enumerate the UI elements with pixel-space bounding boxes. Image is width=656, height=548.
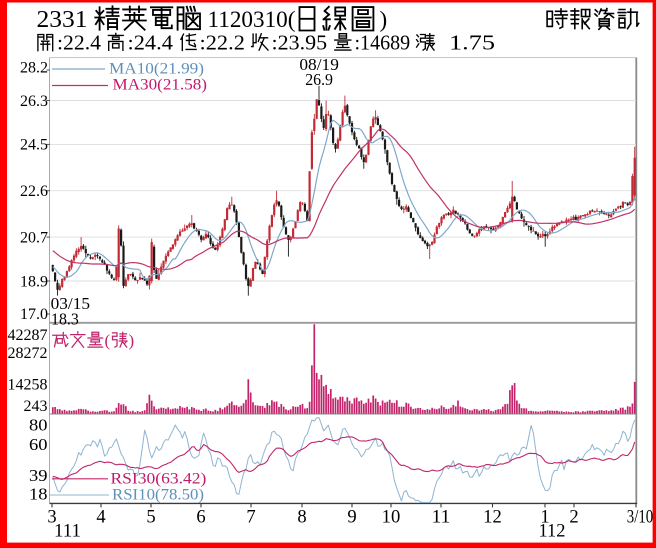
- svg-text:42287: 42287: [8, 327, 48, 344]
- svg-text:18.3: 18.3: [51, 310, 79, 329]
- svg-text:08/19: 08/19: [299, 55, 339, 74]
- svg-text::22.4: :22.4: [57, 30, 101, 54]
- svg-text:24.5: 24.5: [20, 137, 48, 154]
- svg-text::24.4: :24.4: [128, 30, 174, 54]
- svg-text:RSI30(63.42): RSI30(63.42): [111, 470, 207, 487]
- svg-text:8: 8: [297, 508, 306, 528]
- svg-text:243: 243: [24, 398, 48, 415]
- svg-text:17.0: 17.0: [20, 306, 48, 323]
- svg-text:4: 4: [96, 508, 105, 528]
- svg-text:2: 2: [569, 508, 578, 528]
- svg-text:): ): [380, 7, 388, 32]
- svg-text:3/10: 3/10: [627, 508, 654, 528]
- svg-text:11: 11: [432, 508, 451, 528]
- svg-text:2331: 2331: [37, 7, 88, 33]
- svg-text:9: 9: [347, 508, 356, 528]
- svg-text:(: (: [105, 331, 111, 350]
- svg-text:28.2: 28.2: [20, 60, 48, 77]
- svg-text:112: 112: [539, 522, 566, 542]
- svg-text::22.2: :22.2: [200, 30, 245, 54]
- svg-text:5: 5: [146, 508, 155, 528]
- svg-text:6: 6: [196, 508, 205, 528]
- svg-text:39: 39: [29, 466, 48, 485]
- svg-text:28272: 28272: [8, 345, 48, 362]
- svg-text:12: 12: [483, 508, 502, 528]
- svg-text:80: 80: [29, 416, 48, 435]
- svg-text:03/15: 03/15: [51, 294, 90, 313]
- svg-text:3: 3: [47, 508, 56, 528]
- svg-text:1120310(: 1120310(: [208, 7, 296, 32]
- svg-text:): ): [129, 331, 135, 350]
- svg-text:1.75: 1.75: [449, 30, 495, 54]
- svg-text:1: 1: [540, 508, 549, 528]
- svg-text:RSI10(78.50): RSI10(78.50): [112, 487, 204, 504]
- svg-text:22.6: 22.6: [20, 183, 48, 200]
- svg-text:20.7: 20.7: [20, 229, 48, 246]
- svg-text:60: 60: [29, 435, 48, 454]
- svg-text:7: 7: [246, 508, 255, 528]
- svg-text::14689: :14689: [355, 30, 411, 54]
- svg-text:18.9: 18.9: [20, 273, 48, 290]
- svg-text:14258: 14258: [8, 376, 48, 393]
- svg-text:10: 10: [382, 508, 401, 528]
- svg-text:111: 111: [54, 522, 81, 542]
- svg-text:MA30(21.58): MA30(21.58): [113, 77, 208, 94]
- svg-text:26.3: 26.3: [20, 93, 48, 110]
- svg-text::23.95: :23.95: [272, 30, 328, 54]
- svg-text:MA10(21.99): MA10(21.99): [109, 61, 204, 78]
- svg-text:18: 18: [29, 485, 48, 504]
- svg-text:26.9: 26.9: [305, 70, 333, 89]
